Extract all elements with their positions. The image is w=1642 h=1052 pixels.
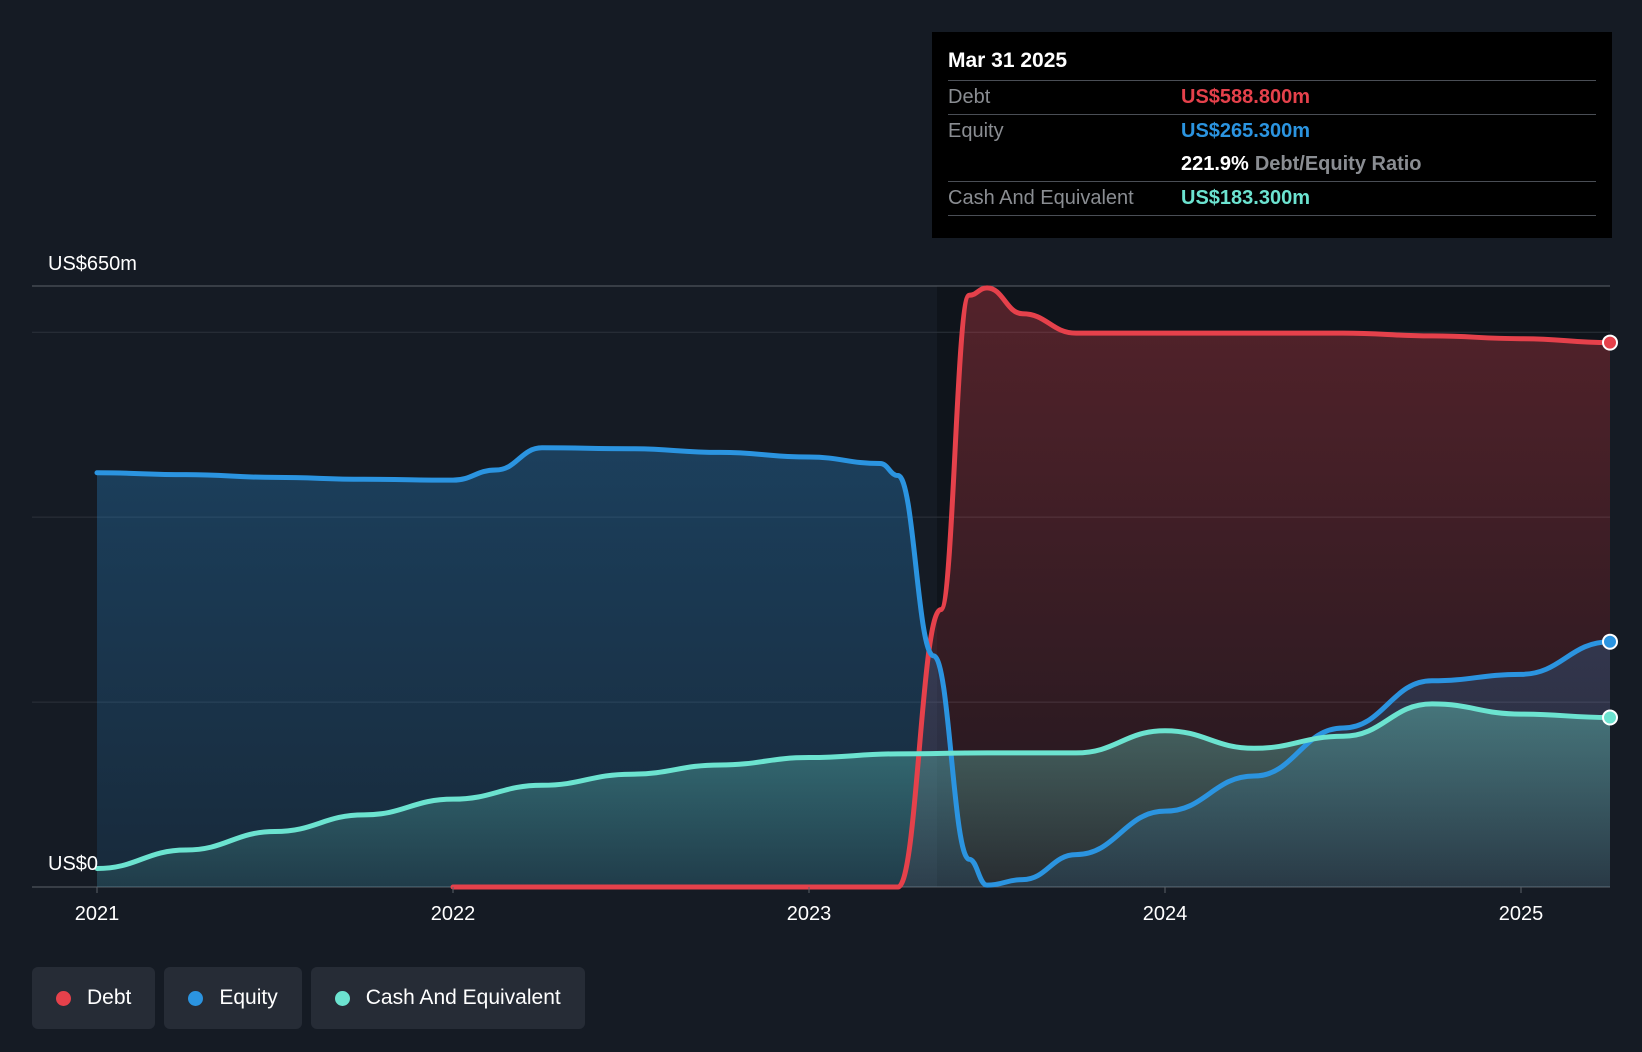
debt-dot-icon — [56, 990, 71, 1006]
tooltip-equity-value: US$265.300m — [1181, 120, 1310, 142]
series-areas — [97, 287, 1610, 887]
tooltip-debt-value: US$588.800m — [1181, 86, 1310, 108]
cash-endpoint — [1602, 709, 1618, 726]
chart-legend: Debt Equity Cash And Equivalent — [32, 967, 585, 1029]
tooltip-ratio-value: 221.9% — [1181, 153, 1249, 175]
tooltip-ratio-label: Debt/Equity Ratio — [1254, 153, 1422, 175]
cash-line — [94, 701, 1613, 872]
x-tick-label: 2022 — [431, 903, 476, 925]
x-tick-label: 2024 — [1143, 903, 1188, 925]
y-axis-top-label: US$650m — [48, 253, 137, 275]
tooltip-cash-label: Cash And Equivalent — [948, 187, 1134, 209]
y-axis-bottom-label: US$0 — [48, 853, 98, 875]
legend-item-equity[interactable]: Equity — [164, 967, 302, 1029]
x-tick-label: 2023 — [787, 903, 832, 925]
tooltip-row-debt: Debt US$588.800m — [948, 81, 1596, 115]
legend-label-equity: Equity — [219, 986, 278, 1009]
cash-area — [97, 703, 1610, 887]
tooltip-cash-value: US$183.300m — [1181, 187, 1310, 209]
equity-dot-icon — [188, 990, 204, 1006]
cash-dot-icon — [334, 990, 350, 1006]
legend-item-debt[interactable]: Debt — [32, 967, 156, 1029]
series-endpoints — [1602, 334, 1618, 726]
debt-line — [450, 285, 1613, 890]
tooltip-row-ratio: 221.9% Debt/Equity Ratio — [948, 148, 1596, 182]
series-lines — [94, 285, 1613, 890]
tooltip-row-cash: Cash And Equivalent US$183.300m — [948, 182, 1596, 216]
legend-label-debt: Debt — [87, 986, 132, 1009]
tooltip-equity-label: Equity — [948, 120, 1004, 142]
equity-endpoint — [1602, 633, 1618, 650]
tooltip-debt-label: Debt — [948, 86, 991, 108]
tooltip-date: Mar 31 2025 — [948, 46, 1596, 81]
x-tick-label: 2021 — [75, 903, 120, 925]
legend-label-cash: Cash And Equivalent — [365, 986, 561, 1009]
tooltip-panel: Mar 31 2025 Debt US$588.800m Equity US$2… — [932, 32, 1612, 238]
equity-area — [97, 447, 1610, 887]
equity-line — [94, 445, 1613, 888]
legend-item-cash[interactable]: Cash And Equivalent — [310, 967, 585, 1029]
tooltip-row-equity: Equity US$265.300m — [948, 115, 1596, 148]
debt-endpoint — [1602, 334, 1618, 351]
x-axis-ticks: 2021 2022 2023 2024 2025 — [75, 887, 1544, 925]
x-tick-label: 2025 — [1499, 903, 1544, 925]
